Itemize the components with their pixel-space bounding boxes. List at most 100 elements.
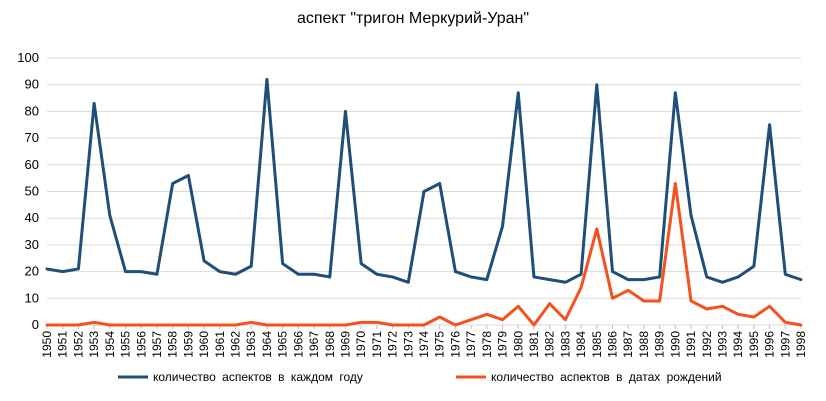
data-point — [422, 323, 426, 327]
data-point — [281, 323, 284, 327]
x-tick-label: 1964 — [260, 331, 274, 358]
y-tick-label: 10 — [25, 290, 39, 305]
x-tick-label: 1969 — [338, 331, 352, 358]
data-point — [674, 91, 677, 94]
data-point — [485, 313, 489, 316]
x-tick-label: 1978 — [480, 331, 494, 358]
data-point — [124, 323, 127, 327]
data-point — [627, 289, 630, 292]
y-tick-label: 40 — [25, 210, 39, 225]
x-tick-label: 1958 — [166, 331, 180, 358]
data-point — [674, 182, 677, 185]
data-point — [359, 262, 363, 265]
data-point — [297, 323, 300, 327]
data-point — [407, 281, 410, 284]
x-tick-label: 1954 — [103, 331, 117, 358]
data-point — [611, 297, 614, 300]
data-point — [375, 321, 379, 324]
data-point — [250, 265, 253, 268]
data-point — [438, 182, 441, 185]
data-point — [454, 323, 457, 327]
x-tick-label: 1997 — [778, 331, 792, 358]
x-tick-label: 1955 — [119, 331, 133, 358]
data-point — [438, 315, 441, 319]
data-point — [187, 174, 190, 177]
x-tick-label: 1972 — [386, 331, 400, 358]
x-tick-label: 1950 — [40, 331, 54, 358]
data-point — [124, 270, 127, 273]
x-tick-label: 1968 — [323, 331, 337, 358]
x-tick-label: 1970 — [354, 331, 368, 358]
data-point — [642, 299, 646, 303]
data-point — [799, 278, 803, 281]
data-point — [391, 323, 394, 327]
data-point — [454, 270, 457, 273]
x-tick-label: 1985 — [590, 331, 604, 358]
data-point — [721, 305, 724, 308]
data-point — [548, 278, 551, 281]
x-tick-label: 1963 — [244, 331, 258, 358]
x-tick-label: 1962 — [229, 331, 243, 358]
data-point — [108, 214, 112, 217]
data-point — [187, 323, 190, 327]
y-tick-label: 70 — [25, 130, 39, 145]
x-tick-label: 1989 — [653, 331, 667, 358]
x-tick-label: 1996 — [763, 331, 777, 358]
x-tick-label: 1991 — [684, 331, 698, 358]
data-point — [312, 273, 316, 276]
data-point — [92, 102, 96, 105]
data-point — [234, 323, 237, 327]
x-tick-label: 1994 — [731, 331, 745, 358]
data-point — [564, 281, 567, 284]
x-tick-label: 1953 — [87, 331, 101, 358]
data-point — [155, 323, 159, 327]
data-point — [297, 273, 300, 276]
data-point — [784, 321, 787, 324]
data-point — [532, 323, 536, 327]
series-line-1 — [45, 77, 803, 284]
x-tick-label: 1961 — [213, 331, 227, 358]
data-point — [155, 273, 159, 276]
data-point — [736, 275, 740, 279]
data-point — [611, 270, 614, 273]
data-point — [705, 307, 708, 311]
data-point — [265, 78, 269, 81]
data-point — [171, 323, 174, 327]
data-point — [171, 182, 174, 185]
x-tick-label: 1982 — [543, 331, 557, 358]
data-point — [312, 323, 316, 327]
data-point — [328, 323, 331, 327]
x-tick-label: 1983 — [558, 331, 572, 358]
data-point — [564, 318, 567, 321]
chart-title: аспект "тригон Меркурий-Уран" — [296, 10, 530, 27]
data-point — [218, 323, 221, 327]
data-point — [705, 275, 708, 279]
data-point — [281, 262, 284, 265]
x-tick-label: 1986 — [606, 331, 620, 358]
data-point — [689, 299, 693, 303]
x-tick-label: 1992 — [700, 331, 714, 358]
data-point — [736, 313, 740, 316]
x-tick-label: 1984 — [574, 331, 588, 358]
x-tick-label: 1998 — [794, 331, 808, 358]
data-point — [77, 323, 80, 327]
data-point — [517, 305, 520, 308]
data-point — [579, 286, 583, 289]
data-point — [501, 225, 504, 228]
data-point — [250, 321, 253, 324]
data-point — [579, 273, 583, 276]
data-point — [328, 275, 331, 279]
data-point — [595, 227, 598, 231]
data-point — [658, 275, 661, 279]
data-point — [140, 323, 143, 327]
data-point — [344, 110, 347, 113]
y-tick-label: 60 — [25, 157, 39, 172]
data-point — [375, 273, 379, 276]
data-point — [45, 323, 49, 327]
y-tick-label: 20 — [25, 264, 39, 279]
data-point — [359, 321, 363, 324]
x-tick-label: 1979 — [496, 331, 510, 358]
x-tick-label: 1980 — [511, 331, 525, 358]
